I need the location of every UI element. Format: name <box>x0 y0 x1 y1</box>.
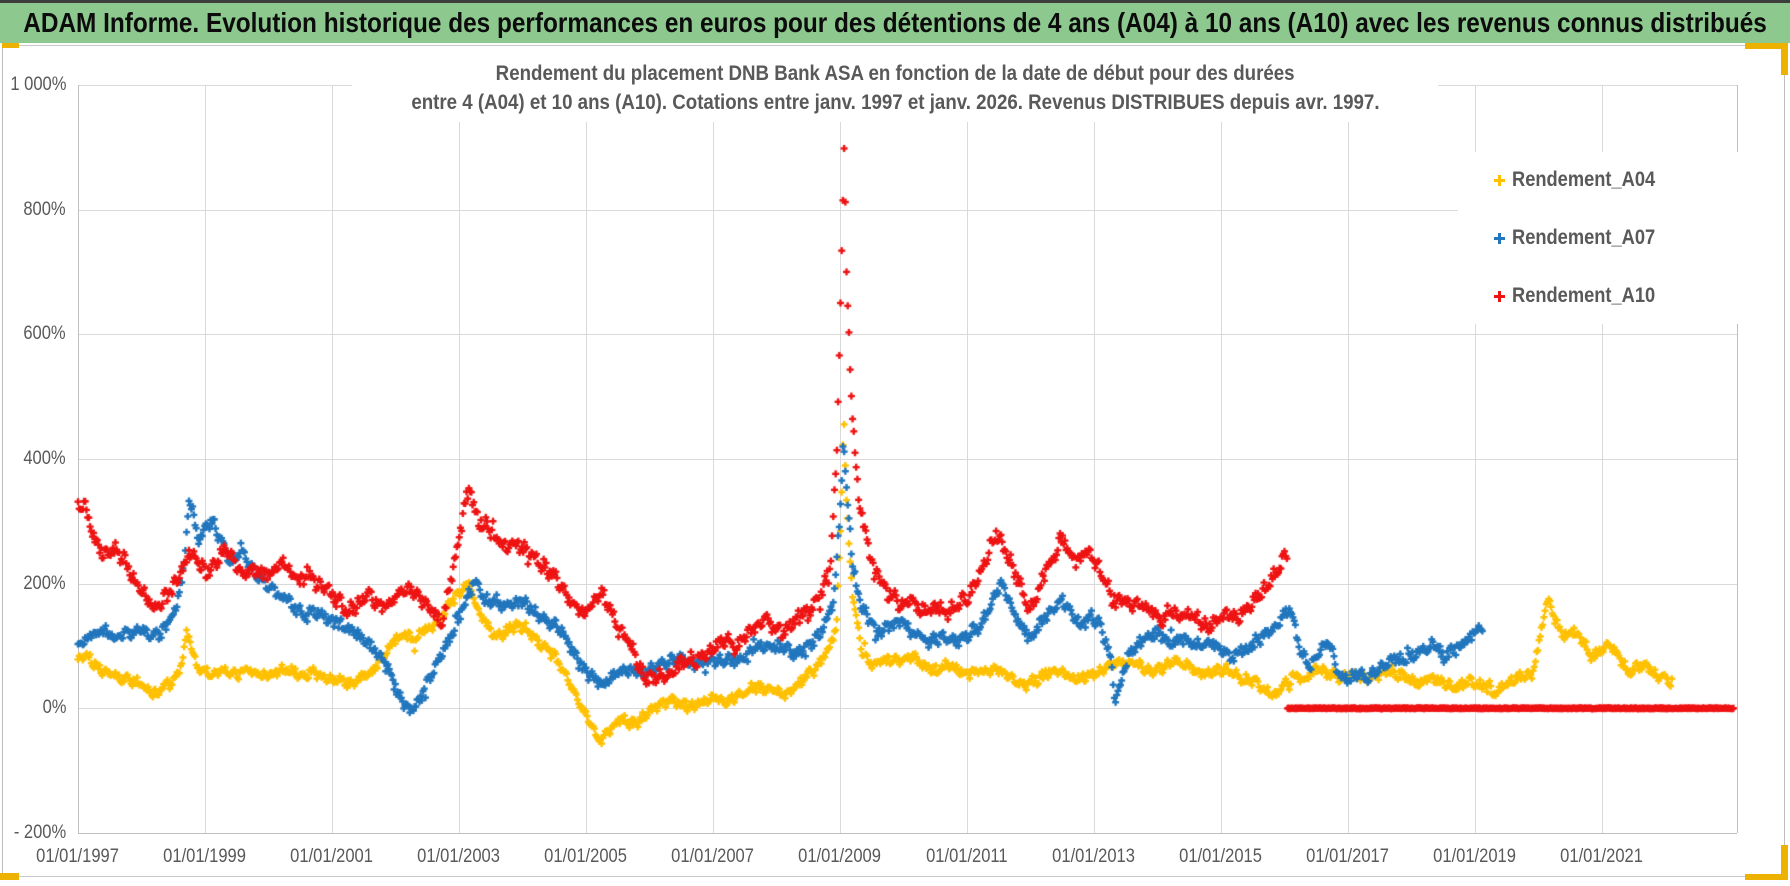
chart-title-line1: Rendement du placement DNB Bank ASA en f… <box>495 61 1295 85</box>
chart-legend: Rendement_A04 Rendement_A07 Rendement_A10 <box>1458 152 1742 324</box>
report-title: ADAM Informe. Evolution historique des p… <box>23 7 1767 38</box>
chart-title-line2: entre 4 (A04) et 10 ans (A10). Cotations… <box>410 90 1380 114</box>
gold-accent-top-left <box>2 43 19 48</box>
legend-label: Rendement_A07 <box>1512 226 1656 249</box>
chart-area: Rendement du placement DNB Bank ASA en f… <box>0 46 1790 886</box>
legend-label: Rendement_A10 <box>1512 284 1656 307</box>
legend-item-rendement_a07[interactable]: Rendement_A07 <box>1458 216 1742 260</box>
legend-item-rendement_a10[interactable]: Rendement_A10 <box>1458 274 1742 318</box>
plus-marker-icon <box>1494 290 1505 302</box>
legend-item-rendement_a04[interactable]: Rendement_A04 <box>1458 158 1742 202</box>
frame-line-top <box>18 45 1745 46</box>
legend-label: Rendement_A04 <box>1512 168 1656 191</box>
report-header: ADAM Informe. Evolution historique des p… <box>0 0 1790 43</box>
plus-marker-icon <box>1494 174 1505 186</box>
plus-marker-icon <box>1494 232 1505 244</box>
chart-title-box: Rendement du placement DNB Bank ASA en f… <box>352 54 1438 122</box>
